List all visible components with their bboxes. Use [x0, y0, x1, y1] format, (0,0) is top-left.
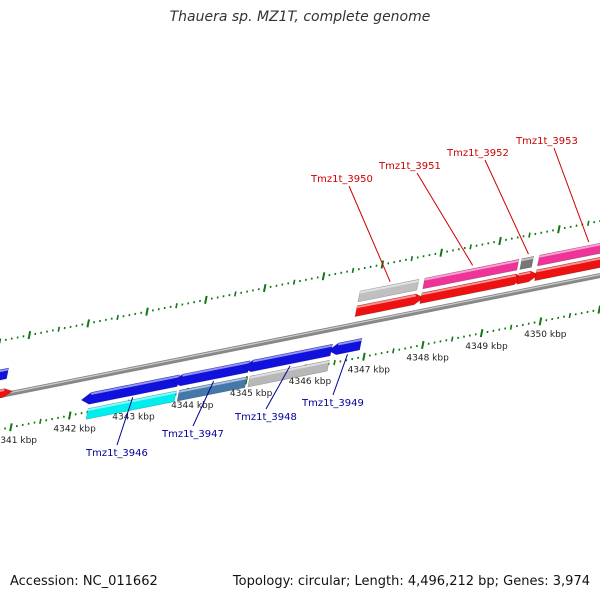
- edge-feature-left-shine: [0, 368, 9, 373]
- tick-upper: [234, 291, 237, 297]
- tick-lower: [392, 348, 395, 354]
- gene-Tmz1t_3950-shine: [359, 279, 419, 294]
- cds-Tmz1t_3947-shine: [182, 361, 251, 377]
- gene-Tmz1t_3951-shine: [424, 259, 519, 281]
- tick-upper: [292, 279, 296, 285]
- gene-Tmz1t_3947[interactable]: [176, 376, 248, 402]
- tick-upper: [321, 272, 326, 281]
- gene-features: [0, 236, 600, 420]
- tick-upper: [351, 267, 355, 274]
- label-Tmz1t_3946[interactable]: Tmz1t_3946: [85, 448, 148, 459]
- tick-lower: [538, 317, 543, 326]
- cds-Tmz1t_3952-shine: [518, 271, 531, 276]
- gene-labels: Tmz1t_3950 Tmz1t_3951 Tmz1t_3952 Tmz1t_3953…: [85, 136, 590, 459]
- cds-Tmz1t_3953[interactable]: [534, 251, 600, 282]
- gene-Tmz1t_3946[interactable]: [85, 390, 177, 420]
- cds-Tmz1t_3946-shine: [90, 375, 180, 395]
- leader-Tmz1t_3950: [348, 185, 391, 282]
- tick-upper: [587, 220, 590, 226]
- cds-Tmz1t_3948-shine: [252, 344, 333, 363]
- tick-upper: [498, 236, 502, 246]
- tick-lower: [421, 340, 425, 350]
- cds-Tmz1t_3950-shine: [356, 294, 416, 309]
- cds-Tmz1t_3949-shine: [337, 338, 362, 346]
- kbp-labels: 4341 kbp 4342 kbp 4343 kbp 4344 kbp 4345 kbp…: [0, 330, 567, 446]
- label-Tmz1t_3948[interactable]: Tmz1t_3948: [234, 412, 297, 423]
- leader-Tmz1t_3949: [332, 354, 348, 396]
- tick-upper: [57, 326, 61, 332]
- tick-upper: [86, 319, 90, 328]
- label-Tmz1t_3949[interactable]: Tmz1t_3949: [301, 398, 364, 409]
- tick-upper: [204, 295, 208, 304]
- accession-label: Accession: NC_011662: [10, 574, 158, 589]
- tick-upper: [528, 232, 531, 238]
- leader-Tmz1t_3952: [484, 159, 529, 255]
- cds-Tmz1t_3953-shine: [536, 257, 600, 273]
- kbp-label: 4341 kbp: [0, 436, 37, 446]
- gene-Tmz1t_3950[interactable]: [357, 278, 420, 303]
- gene-Tmz1t_3947-shine: [178, 377, 247, 393]
- tick-lower: [362, 352, 366, 361]
- cds-Tmz1t_3949[interactable]: [327, 337, 363, 356]
- tick-lower: [9, 423, 13, 432]
- kbp-label: 4350 kbp: [524, 330, 567, 340]
- cds-Tmz1t_3951-shine: [421, 274, 516, 296]
- tick-lower: [68, 411, 72, 420]
- kbp-label: 4347 kbp: [348, 365, 391, 375]
- map-title: Thauera sp. MZ1T, complete genome: [169, 9, 431, 25]
- label-Tmz1t_3951[interactable]: Tmz1t_3951: [378, 161, 441, 172]
- label-Tmz1t_3950[interactable]: Tmz1t_3950: [310, 174, 373, 185]
- backbone-highlight: [0, 273, 600, 396]
- leader-Tmz1t_3953: [553, 147, 590, 243]
- gene-Tmz1t_3952-shine: [521, 256, 534, 262]
- label-Tmz1t_3947[interactable]: Tmz1t_3947: [161, 429, 224, 440]
- edge-feature-left-cds-shine: [0, 389, 5, 392]
- leader-Tmz1t_3951: [416, 172, 474, 266]
- gene-Tmz1t_3953[interactable]: [537, 236, 600, 267]
- tick-lower: [479, 329, 484, 338]
- label-Tmz1t_3952[interactable]: Tmz1t_3952: [446, 148, 509, 159]
- gene-Tmz1t_3948[interactable]: [247, 359, 330, 388]
- tick-upper: [262, 283, 267, 293]
- kbp-label: 4349 kbp: [465, 342, 508, 352]
- tick-upper: [410, 256, 414, 262]
- leader-Tmz1t_3947: [192, 380, 215, 427]
- cds-Tmz1t_3950[interactable]: [354, 293, 425, 317]
- tick-upper: [145, 307, 149, 316]
- tick-upper: [175, 303, 178, 309]
- kbp-label: 4346 kbp: [289, 377, 332, 387]
- kbp-label: 4348 kbp: [406, 354, 449, 364]
- gene-Tmz1t_3951[interactable]: [422, 258, 520, 290]
- gene-Tmz1t_3948-shine: [249, 360, 330, 379]
- tick-lower: [333, 359, 336, 366]
- tick-lower: [568, 312, 572, 319]
- kbp-label: 4343 kbp: [112, 413, 155, 423]
- tick-upper: [439, 248, 443, 257]
- tick-lower: [450, 336, 454, 342]
- gene-Tmz1t_3953-shine: [539, 243, 600, 258]
- leader-Tmz1t_3948: [265, 365, 291, 410]
- tick-lower: [509, 324, 513, 330]
- kbp-label: 4344 kbp: [171, 401, 214, 411]
- label-Tmz1t_3953[interactable]: Tmz1t_3953: [515, 136, 578, 147]
- tick-upper: [116, 314, 119, 321]
- kbp-label: 4345 kbp: [230, 389, 273, 399]
- tick-upper: [469, 244, 472, 250]
- tick-lower: [39, 418, 42, 425]
- leader-Tmz1t_3946: [116, 397, 134, 446]
- genome-summary: Topology: circular; Length: 4,496,212 bp…: [232, 574, 590, 589]
- tick-upper: [27, 331, 32, 340]
- tick-upper: [557, 225, 561, 234]
- genome-backbone: [0, 273, 600, 399]
- backbone-line: [0, 273, 600, 399]
- kbp-label: 4342 kbp: [53, 424, 96, 434]
